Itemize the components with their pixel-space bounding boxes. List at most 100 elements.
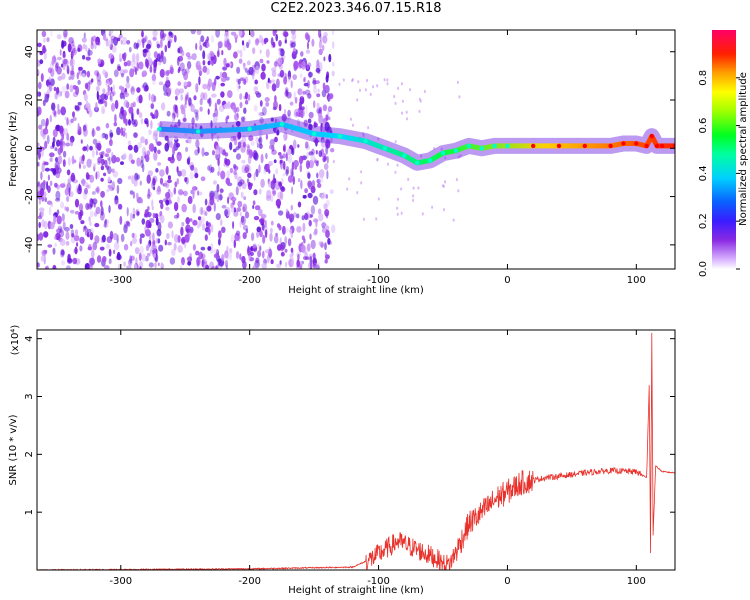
- noise-speckle: [194, 173, 199, 179]
- noise-speckle: [117, 65, 122, 72]
- noise-speckle: [316, 178, 321, 184]
- noise-speckle: [260, 213, 267, 219]
- noise-speckle: [56, 235, 60, 241]
- noise-speckle: [324, 251, 328, 257]
- noise-speckle: [113, 241, 120, 251]
- noise-speckle: [200, 216, 206, 224]
- noise-speckle: [60, 249, 65, 256]
- noise-speckle: [192, 190, 195, 199]
- noise-speckle: [246, 178, 250, 184]
- noise-speckle: [257, 250, 262, 258]
- noise-speckle: [315, 67, 321, 73]
- noise-speckle: [217, 41, 223, 49]
- noise-speckle: [258, 143, 263, 149]
- noise-speckle: [158, 244, 164, 252]
- noise-speckle: [236, 207, 242, 212]
- noise-speckle: [311, 180, 316, 188]
- noise-speckle: [218, 165, 221, 174]
- noise-speckle: [216, 98, 221, 105]
- noise-speckle: [57, 103, 60, 111]
- noise-speckle: [179, 264, 183, 269]
- noise-speckle: [186, 94, 189, 100]
- noise-speckle: [129, 255, 132, 264]
- noise-speckle: [258, 164, 261, 174]
- noise-speckle: [56, 215, 62, 225]
- noise-speckle: [87, 49, 93, 56]
- noise-speckle: [146, 174, 151, 184]
- noise-speckle: [177, 245, 183, 253]
- noise-speckle: [127, 144, 133, 151]
- noise-speckle: [276, 78, 280, 89]
- noise-speckle: [233, 239, 236, 249]
- noise-speckle: [253, 104, 258, 112]
- noise-speckle: [307, 71, 313, 78]
- ridge-point: [556, 143, 562, 149]
- noise-speckle: [325, 229, 330, 239]
- noise-speckle: [459, 154, 462, 158]
- noise-speckle: [227, 90, 233, 99]
- noise-speckle: [190, 30, 196, 35]
- noise-speckle: [308, 253, 314, 258]
- noise-speckle: [41, 219, 45, 228]
- noise-speckle: [316, 63, 320, 69]
- noise-speckle: [254, 79, 258, 85]
- noise-speckle: [289, 253, 293, 259]
- noise-speckle: [263, 169, 267, 175]
- noise-speckle: [113, 232, 118, 241]
- noise-speckle: [193, 95, 197, 101]
- noise-speckle: [305, 104, 308, 114]
- noise-speckle: [83, 32, 86, 39]
- noise-speckle: [104, 265, 110, 269]
- noise-speckle: [276, 129, 280, 136]
- noise-speckle: [272, 190, 277, 195]
- noise-speckle: [49, 78, 55, 86]
- noise-speckle: [126, 207, 129, 217]
- noise-speckle: [290, 247, 294, 253]
- noise-speckle: [156, 43, 161, 49]
- noise-speckle: [301, 60, 306, 70]
- noise-speckle: [229, 141, 233, 151]
- noise-speckle: [37, 91, 42, 97]
- noise-speckle: [53, 110, 57, 117]
- noise-speckle: [214, 108, 219, 118]
- noise-speckle: [218, 194, 223, 201]
- noise-speckle: [250, 30, 255, 38]
- noise-speckle: [156, 53, 161, 62]
- noise-speckle: [233, 169, 237, 176]
- noise-speckle: [274, 180, 281, 190]
- noise-speckle: [84, 187, 88, 195]
- noise-speckle: [254, 205, 261, 211]
- noise-speckle: [76, 72, 80, 80]
- noise-speckle: [217, 230, 222, 240]
- noise-speckle: [313, 218, 319, 223]
- noise-speckle: [372, 85, 374, 89]
- noise-speckle: [64, 116, 67, 121]
- noise-speckle: [85, 202, 90, 211]
- noise-speckle: [157, 149, 161, 155]
- noise-speckle: [62, 58, 68, 65]
- noise-speckle: [316, 93, 321, 98]
- ridge-point: [402, 153, 407, 158]
- noise-speckle: [251, 73, 255, 80]
- noise-speckle: [245, 228, 248, 234]
- noise-speckle: [275, 263, 282, 268]
- noise-speckle: [104, 220, 107, 228]
- noise-speckle: [270, 37, 274, 46]
- noise-speckle: [57, 109, 61, 115]
- noise-speckle: [61, 40, 64, 49]
- noise-speckle: [259, 58, 264, 64]
- noise-speckle: [46, 200, 53, 205]
- noise-speckle: [291, 147, 295, 156]
- noise-speckle: [215, 265, 218, 269]
- noise-speckle: [407, 177, 410, 181]
- noise-speckle: [78, 183, 81, 192]
- x-tick-label: -200: [238, 275, 261, 286]
- noise-speckle: [307, 172, 311, 179]
- noise-speckle: [74, 246, 78, 255]
- noise-speckle: [110, 86, 113, 92]
- noise-speckle: [75, 85, 80, 95]
- noise-speckle: [210, 166, 215, 173]
- noise-speckle: [65, 265, 71, 269]
- noise-speckle: [59, 49, 62, 56]
- noise-speckle: [265, 152, 268, 160]
